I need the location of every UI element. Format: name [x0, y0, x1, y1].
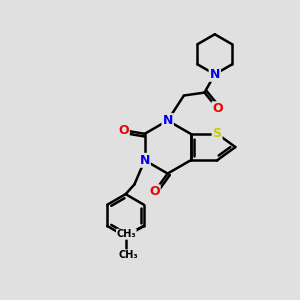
Text: O: O: [149, 185, 160, 198]
Text: O: O: [212, 102, 223, 115]
Text: CH₃: CH₃: [116, 229, 136, 239]
Text: N: N: [140, 154, 150, 167]
Text: CH₃: CH₃: [118, 250, 138, 260]
Text: N: N: [163, 114, 173, 127]
Text: S: S: [213, 127, 222, 140]
Text: O: O: [118, 124, 129, 137]
Text: N: N: [210, 68, 220, 81]
